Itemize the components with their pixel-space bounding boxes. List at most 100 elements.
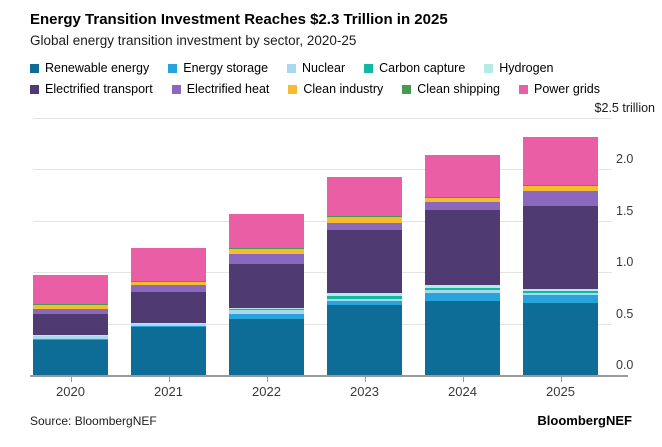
x-axis-label-2021: 2021 bbox=[154, 384, 183, 399]
legend-item-power-grids: Power grids bbox=[518, 82, 600, 96]
x-axis-line bbox=[30, 375, 628, 377]
bar-2025-segment-energy-storage bbox=[523, 295, 598, 304]
bar-2022-segment-nuclear bbox=[229, 309, 304, 314]
legend-swatch-hydrogen bbox=[484, 63, 494, 73]
bar-2021-segment-energy-storage bbox=[131, 325, 206, 328]
legend-label-electrified-heat: Electrified heat bbox=[186, 82, 270, 96]
chart-title: Energy Transition Investment Reaches $2.… bbox=[30, 11, 448, 28]
bar-2020-segment-clean-industry bbox=[33, 304, 108, 309]
legend-label-electrified-transport: Electrified transport bbox=[45, 82, 153, 96]
legend-item-electrified-heat: Electrified heat bbox=[171, 82, 270, 96]
bar-2022-segment-electrified-transport bbox=[229, 263, 304, 309]
bar-2025-segment-carbon-capture bbox=[523, 291, 598, 293]
bar-2023-segment-hydrogen bbox=[327, 292, 402, 296]
x-tick-2024 bbox=[462, 377, 464, 382]
bar-2021-segment-renewable-energy bbox=[131, 327, 206, 375]
bar-2024-segment-carbon-capture bbox=[425, 287, 500, 290]
y-tick-label-0.5: 0.5 bbox=[616, 306, 634, 321]
bar-2022-segment-electrified-heat bbox=[229, 253, 304, 264]
bar-2024-segment-nuclear bbox=[425, 289, 500, 293]
gridline-2 bbox=[33, 169, 612, 171]
legend-item-renewable-energy: Renewable energy bbox=[30, 61, 149, 75]
x-tick-2021 bbox=[168, 377, 170, 382]
bar-2024-segment-renewable-energy bbox=[425, 301, 500, 375]
bar-2025-segment-power-grids bbox=[523, 137, 598, 186]
legend-label-carbon-capture: Carbon capture bbox=[379, 61, 466, 75]
bar-2021-segment-power-grids bbox=[131, 248, 206, 281]
bar-2021-segment-hydrogen bbox=[131, 322, 206, 324]
y-tick-label-1.5: 1.5 bbox=[616, 203, 634, 218]
y-tick-label-2.0: 2.0 bbox=[616, 152, 634, 167]
bar-2024-segment-hydrogen bbox=[425, 285, 500, 288]
legend-swatch-nuclear bbox=[287, 63, 297, 73]
gridline-1.5 bbox=[33, 220, 612, 222]
bar-2025-segment-electrified-heat bbox=[523, 190, 598, 206]
bar-2023-segment-electrified-transport bbox=[327, 230, 402, 293]
bar-2022-segment-energy-storage bbox=[229, 313, 304, 319]
legend-swatch-energy-storage bbox=[168, 63, 178, 73]
legend-item-nuclear: Nuclear bbox=[287, 61, 345, 75]
bar-2020-segment-electrified-heat bbox=[33, 308, 108, 314]
bar-2024-segment-electrified-transport bbox=[425, 209, 500, 286]
chart-area: $2.5 trillion 0.0 0.5 1.0 1.5 2.0 2020 2021 202… bbox=[0, 100, 662, 405]
legend-swatch-electrified-transport bbox=[30, 84, 39, 94]
x-tick-2025 bbox=[560, 377, 562, 382]
y-tick-label-0.0: 0.0 bbox=[616, 358, 634, 372]
legend-label-renewable-energy: Renewable energy bbox=[45, 61, 150, 75]
gridline-1 bbox=[33, 272, 612, 274]
bar-2025-segment-hydrogen bbox=[523, 289, 598, 292]
legend-item-electrified-transport: Electrified transport bbox=[30, 82, 153, 96]
brand-logo-text: BloombergNEF bbox=[537, 413, 632, 428]
x-axis-label-2023: 2023 bbox=[350, 384, 379, 399]
bar-2022-segment-hydrogen bbox=[229, 308, 304, 310]
gridline-0.5 bbox=[33, 323, 612, 325]
chart-subtitle: Global energy transition investment by s… bbox=[30, 33, 357, 48]
bar-2020-segment-electrified-transport bbox=[33, 313, 108, 335]
legend-row-2: Electrified transport Electrified heat Cle… bbox=[30, 82, 645, 96]
bar-2023-segment-energy-storage bbox=[327, 300, 402, 306]
x-axis-label-2024: 2024 bbox=[448, 384, 477, 399]
bar-2023-segment-clean-industry bbox=[327, 215, 402, 223]
legend: Renewable energy Energy storage Nuclear Car… bbox=[30, 61, 645, 103]
bar-2021-segment-electrified-heat bbox=[131, 285, 206, 292]
legend-label-hydrogen: Hydrogen bbox=[499, 61, 554, 75]
bar-2023-segment-nuclear bbox=[327, 298, 402, 301]
bar-2023-segment-renewable-energy bbox=[327, 305, 402, 375]
bar-2020-segment-renewable-energy bbox=[33, 339, 108, 375]
bar-2023-segment-carbon-capture bbox=[327, 295, 402, 299]
bar-2024-segment-clean-industry bbox=[425, 197, 500, 202]
x-tick-2022 bbox=[266, 377, 268, 382]
legend-item-carbon-capture: Carbon capture bbox=[364, 61, 465, 75]
bar-2020-segment-nuclear bbox=[33, 335, 108, 339]
bar-2024-segment-power-grids bbox=[425, 154, 500, 197]
bar-2020-segment-energy-storage bbox=[33, 338, 108, 340]
x-axis-label-2025: 2025 bbox=[546, 384, 575, 399]
bar-2023-segment-power-grids bbox=[327, 177, 402, 216]
bar-2020-segment-hydrogen bbox=[33, 334, 108, 336]
legend-row-1: Renewable energy Energy storage Nuclear Car… bbox=[30, 61, 645, 75]
x-tick-2023 bbox=[364, 377, 366, 382]
bar-2025-segment-renewable-energy bbox=[523, 303, 598, 375]
legend-item-hydrogen: Hydrogen bbox=[484, 61, 553, 75]
bar-2022-segment-clean-industry bbox=[229, 248, 304, 254]
bar-2022-segment-power-grids bbox=[229, 214, 304, 249]
y-tick-label-1.0: 1.0 bbox=[616, 255, 634, 270]
bar-2021-segment-clean-industry bbox=[131, 280, 206, 286]
bar-2024-segment-electrified-heat bbox=[425, 201, 500, 210]
bar-2022-segment-renewable-energy bbox=[229, 318, 304, 375]
legend-swatch-clean-industry bbox=[288, 84, 298, 94]
x-tick-2020 bbox=[70, 377, 72, 382]
bar-2021-segment-electrified-transport bbox=[131, 291, 206, 323]
bar-2024-segment-energy-storage bbox=[425, 292, 500, 302]
legend-item-clean-industry: Clean industry bbox=[288, 82, 383, 96]
y-axis-unit-label: $2.5 trillion bbox=[594, 101, 655, 115]
bar-2020-segment-power-grids bbox=[33, 274, 108, 304]
legend-label-clean-shipping: Clean shipping bbox=[417, 82, 500, 96]
x-axis-label-2022: 2022 bbox=[252, 384, 281, 399]
legend-label-clean-industry: Clean industry bbox=[303, 82, 384, 96]
legend-swatch-clean-shipping bbox=[402, 84, 412, 94]
x-axis-label-2020: 2020 bbox=[56, 384, 85, 399]
bar-2022-segment-carbon-capture bbox=[229, 309, 304, 310]
bar-2021-segment-nuclear bbox=[131, 323, 206, 326]
